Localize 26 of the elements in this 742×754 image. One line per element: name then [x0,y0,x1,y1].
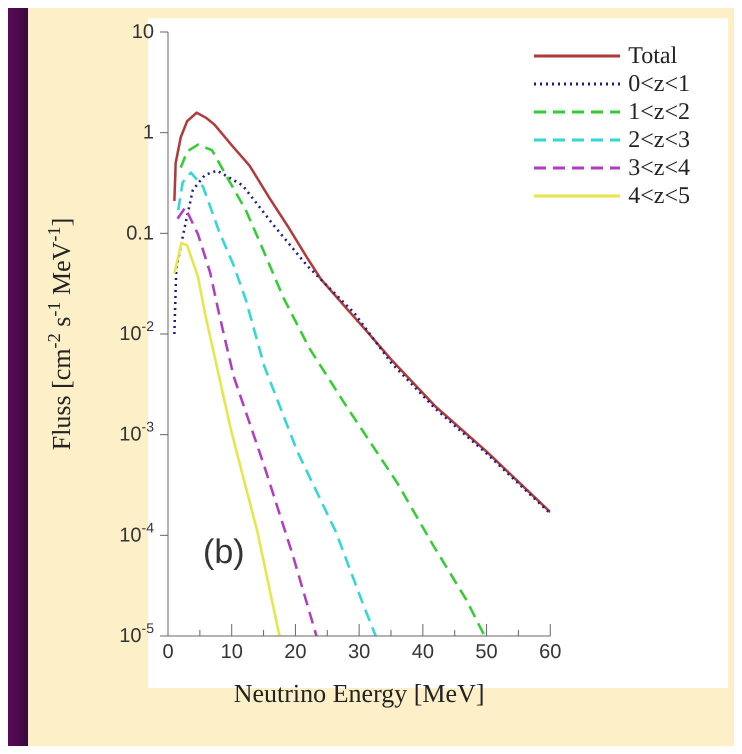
x-tick-label: 60 [539,641,562,663]
legend-label: Total [628,42,678,70]
legend-label: 0<z<1 [628,70,690,98]
y-tick-label: 10$^{-4}$ [119,519,154,546]
x-tick-label: 40 [412,641,434,663]
annotation: (b) [203,533,245,572]
line-series [176,206,318,636]
y-tick-label: 10$^{-2}$ [119,318,154,345]
legend-label: 4<z<5 [628,182,690,210]
y-tick-label: 1 [142,122,154,144]
y-tick-label: 10$^{-5}$ [119,620,154,647]
x-tick-label: 30 [348,641,370,663]
line-series [173,242,281,636]
x-tick-label: 20 [284,641,307,663]
line-series [179,143,486,636]
line-series [176,171,377,636]
y-tick-label: 10$^{-3}$ [119,418,154,446]
x-axis-title: Neutrino Energy [MeV] [234,679,485,708]
x-tick-label: 0 [162,641,174,663]
legend-label: 3<z<4 [628,154,690,182]
x-tick-label: 10 [220,641,243,663]
legend-label: 2<z<3 [628,126,690,154]
x-tick-label: 50 [475,641,498,663]
legend-label: 1<z<2 [628,98,690,126]
y-tick-label: 10 [132,21,154,43]
y-tick-label: 0.1 [126,222,154,244]
